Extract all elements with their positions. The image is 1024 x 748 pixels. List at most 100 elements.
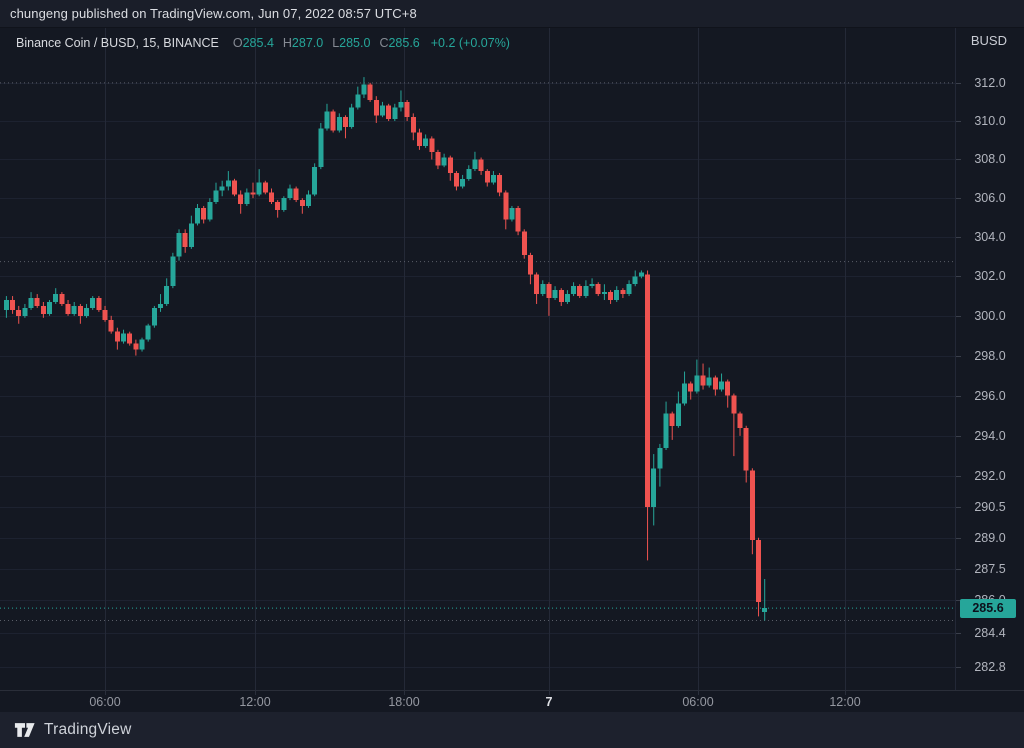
candle	[447, 155, 453, 181]
candle	[404, 99, 410, 122]
candle	[645, 270, 651, 561]
candle	[669, 411, 675, 440]
candle	[423, 134, 429, 148]
candle	[540, 280, 546, 297]
price-tick-label: 282.8	[974, 659, 1006, 674]
candlestick-chart[interactable]: Binance Coin / BUSD, 15, BINANCE O285.4 H…	[0, 28, 955, 690]
candle	[361, 77, 367, 99]
candle	[577, 284, 583, 299]
candle	[53, 288, 59, 304]
candle	[638, 270, 644, 279]
price-tick-label: 292.0	[974, 469, 1006, 484]
candle	[158, 294, 164, 312]
candle	[256, 169, 262, 197]
time-tick-label: 06:00	[682, 695, 714, 709]
price-tick-mark	[956, 436, 961, 437]
price-axis[interactable]: BUSD 312.0 310.0 308.0 306.0 304.0 302.0 300.0…	[955, 28, 1024, 690]
candle	[694, 359, 700, 394]
candle	[552, 286, 558, 301]
candle	[127, 331, 133, 346]
candle	[460, 174, 466, 189]
candle	[386, 103, 392, 122]
price-tick-label: 304.0	[974, 230, 1006, 245]
candle	[466, 165, 472, 181]
candle	[318, 122, 324, 170]
ohlc-values: O285.4 H287.0 L285.0 C285.6	[233, 36, 429, 50]
brand-text[interactable]: TradingView	[44, 721, 132, 738]
candle	[731, 393, 737, 457]
candle	[725, 379, 731, 408]
candle	[96, 296, 102, 312]
time-tick-mark	[404, 691, 405, 695]
candle	[299, 198, 305, 214]
price-tick-label: 294.0	[974, 428, 1006, 443]
candle	[312, 163, 318, 197]
price-tick-mark	[956, 237, 961, 238]
time-tick-mark	[549, 691, 550, 695]
candle	[34, 294, 40, 308]
candle	[472, 151, 478, 172]
candle	[657, 443, 663, 487]
chart-region: Binance Coin / BUSD, 15, BINANCE O285.4 H…	[0, 28, 1024, 690]
currency-label: BUSD	[970, 33, 1007, 48]
candle	[762, 579, 768, 621]
candle	[589, 278, 595, 289]
candle	[305, 190, 311, 208]
candle	[40, 301, 46, 318]
candle	[392, 103, 398, 122]
time-axis[interactable]: 06:00 12:00 18:00 7 06:00 12:00	[0, 690, 1024, 712]
candle	[719, 373, 725, 392]
time-tick-label: 12:00	[239, 695, 271, 709]
candle	[614, 286, 620, 302]
candle	[293, 186, 299, 203]
candle	[238, 190, 244, 214]
candle	[663, 401, 669, 451]
symbol-title: Binance Coin / BUSD, 15, BINANCE	[16, 36, 219, 50]
price-tick-mark	[956, 396, 961, 397]
current-price-label: 285.6	[960, 598, 1016, 618]
candle	[632, 270, 638, 287]
candle	[546, 282, 552, 316]
candle	[170, 252, 176, 289]
candle	[232, 178, 238, 197]
candle	[429, 136, 435, 160]
ohlc-item: H287.0	[282, 36, 324, 50]
candle	[478, 157, 484, 175]
candle	[743, 425, 749, 483]
candle	[342, 115, 348, 139]
time-tick-mark	[255, 691, 256, 695]
candle	[281, 196, 287, 212]
price-tick-label: 289.0	[974, 530, 1006, 545]
candle	[497, 172, 503, 197]
candle	[59, 292, 65, 306]
price-tick-label: 306.0	[974, 191, 1006, 206]
time-tick-mark	[845, 691, 846, 695]
price-tick-label: 310.0	[974, 114, 1006, 129]
candle	[484, 169, 490, 187]
price-tick-mark	[956, 633, 961, 634]
candle	[84, 303, 90, 318]
attribution-bar: chungeng published on TradingView.com, J…	[0, 0, 1024, 28]
candle	[287, 184, 293, 201]
candle	[608, 290, 614, 304]
change-value: +0.2 (+0.07%)	[430, 36, 510, 50]
price-tick-mark	[956, 198, 961, 199]
price-tick-mark	[956, 569, 961, 570]
candle	[207, 198, 213, 222]
candle	[416, 128, 422, 150]
price-tick-mark	[956, 159, 961, 160]
candle	[219, 180, 225, 197]
candle	[250, 182, 256, 199]
price-tick-label: 290.5	[974, 500, 1006, 514]
candle	[601, 284, 607, 301]
candle	[188, 215, 194, 249]
price-tick-label: 302.0	[974, 269, 1006, 284]
candle	[595, 282, 601, 297]
price-tick-mark	[956, 121, 961, 122]
candle	[22, 303, 28, 318]
candle	[195, 204, 201, 226]
candle	[373, 96, 379, 123]
candle	[626, 280, 632, 297]
tradingview-logo-icon[interactable]	[14, 722, 36, 739]
chart-canvas[interactable]	[0, 28, 955, 690]
